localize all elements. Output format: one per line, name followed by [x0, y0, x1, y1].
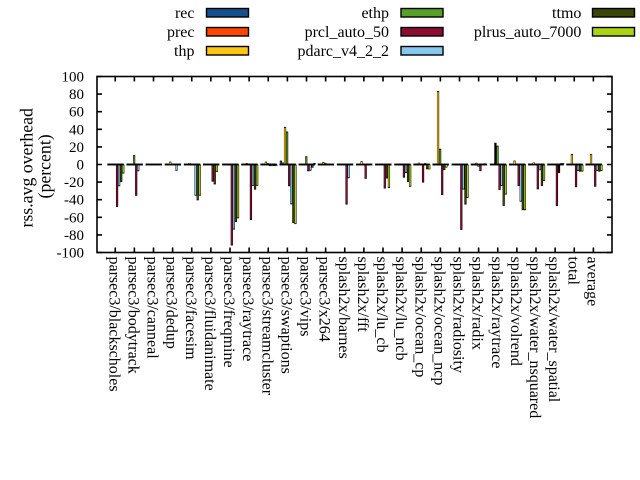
- svg-text:-100: -100: [57, 246, 85, 262]
- svg-text:pdarc_v4_2_2: pdarc_v4_2_2: [297, 43, 389, 60]
- svg-text:parsec3/vips: parsec3/vips: [297, 257, 314, 337]
- svg-text:parsec3/fluidanimate: parsec3/fluidanimate: [201, 257, 218, 391]
- svg-text:parsec3/canneal: parsec3/canneal: [144, 257, 161, 360]
- svg-text:parsec3/blackscholes: parsec3/blackscholes: [105, 257, 122, 392]
- svg-text:parsec3/bodytrack: parsec3/bodytrack: [124, 257, 141, 374]
- svg-text:100: 100: [62, 70, 85, 86]
- svg-text:splash2x/water_nsquared: splash2x/water_nsquared: [526, 257, 543, 419]
- svg-text:20: 20: [69, 140, 84, 156]
- svg-text:splash2x/radix: splash2x/radix: [469, 257, 486, 350]
- svg-text:splash2x/volrend: splash2x/volrend: [507, 257, 524, 366]
- svg-text:ethp: ethp: [361, 5, 389, 22]
- svg-text:parsec3/raytrace: parsec3/raytrace: [239, 257, 256, 362]
- svg-text:rec: rec: [175, 5, 195, 22]
- svg-text:-60: -60: [64, 210, 84, 226]
- svg-text:60: 60: [69, 105, 84, 121]
- svg-text:-80: -80: [64, 228, 84, 244]
- svg-text:splash2x/barnes: splash2x/barnes: [335, 257, 352, 359]
- svg-text:-40: -40: [64, 193, 84, 209]
- svg-text:parsec3/x264: parsec3/x264: [316, 257, 333, 342]
- svg-text:80: 80: [69, 87, 84, 103]
- svg-text:splash2x/raytrace: splash2x/raytrace: [488, 257, 505, 369]
- svg-text:rss.avg overhead: rss.avg overhead: [17, 108, 37, 228]
- svg-text:parsec3/facesim: parsec3/facesim: [182, 257, 199, 361]
- svg-text:splash2x/ocean_cp: splash2x/ocean_cp: [411, 257, 428, 378]
- svg-text:splash2x/lu_cb: splash2x/lu_cb: [373, 257, 390, 353]
- svg-text:parsec3/swaptions: parsec3/swaptions: [277, 257, 294, 374]
- svg-text:splash2x/water_spatial: splash2x/water_spatial: [545, 257, 562, 403]
- svg-text:parsec3/dedup: parsec3/dedup: [163, 257, 180, 349]
- svg-text:0: 0: [77, 158, 85, 174]
- svg-text:(percent): (percent): [34, 134, 55, 198]
- svg-text:prec: prec: [167, 24, 195, 41]
- svg-text:splash2x/radiosity: splash2x/radiosity: [450, 257, 467, 373]
- svg-text:plrus_auto_7000: plrus_auto_7000: [474, 24, 582, 41]
- svg-text:-20: -20: [64, 175, 84, 191]
- svg-text:splash2x/lu_ncb: splash2x/lu_ncb: [392, 257, 409, 361]
- svg-text:splash2x/fft: splash2x/fft: [354, 257, 371, 333]
- svg-text:ttmo: ttmo: [552, 5, 581, 22]
- svg-text:average: average: [583, 257, 600, 307]
- svg-text:parsec3/freqmine: parsec3/freqmine: [220, 257, 237, 368]
- svg-text:thp: thp: [174, 43, 194, 60]
- svg-text:parsec3/streamcluster: parsec3/streamcluster: [258, 257, 275, 396]
- svg-text:40: 40: [69, 122, 84, 138]
- svg-text:prcl_auto_50: prcl_auto_50: [305, 24, 389, 41]
- svg-text:splash2x/ocean_ncp: splash2x/ocean_ncp: [430, 257, 447, 386]
- svg-text:total: total: [564, 257, 581, 286]
